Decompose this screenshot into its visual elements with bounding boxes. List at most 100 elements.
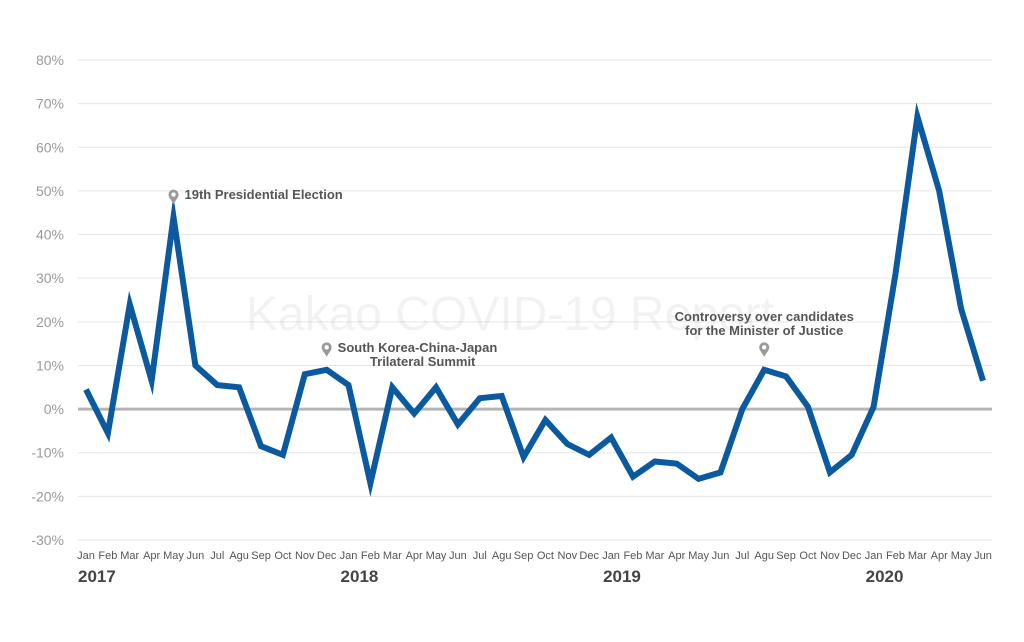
- y-tick-label: 30%: [36, 270, 64, 286]
- data-point: [84, 387, 88, 391]
- data-point: [784, 374, 788, 378]
- data-point: [281, 453, 285, 457]
- data-point: [609, 435, 613, 439]
- x-tick-label: Nov: [558, 550, 578, 562]
- x-tick-label: Dec: [317, 550, 337, 562]
- x-tick-label: Oct: [537, 550, 554, 562]
- x-tick-label: Jun: [974, 550, 992, 562]
- x-tick-label: May: [163, 550, 184, 562]
- year-label: 2018: [341, 567, 379, 586]
- map-pin-icon: [321, 342, 332, 357]
- y-tick-label: 10%: [36, 357, 64, 373]
- y-tick-label: -10%: [31, 445, 64, 461]
- x-tick-label: Mar: [908, 550, 927, 562]
- data-point: [653, 459, 657, 463]
- data-point: [215, 383, 219, 387]
- data-point: [893, 272, 897, 276]
- data-point: [172, 215, 176, 219]
- x-tick-label: Jan: [865, 550, 883, 562]
- data-point: [762, 368, 766, 372]
- data-point: [872, 405, 876, 409]
- series-line: [83, 102, 986, 497]
- x-tick-label: Jan: [340, 550, 358, 562]
- y-tick-label: 70%: [36, 96, 64, 112]
- x-tick-label: Sep: [514, 550, 534, 562]
- data-point: [937, 189, 941, 193]
- x-tick-label: Feb: [623, 550, 642, 562]
- data-point: [587, 453, 591, 457]
- x-tick-label: Jan: [77, 550, 95, 562]
- data-point: [478, 396, 482, 400]
- data-point: [368, 481, 372, 485]
- data-point: [237, 385, 241, 389]
- data-point: [981, 379, 985, 383]
- x-tick-label: Mar: [120, 550, 139, 562]
- y-tick-label: 60%: [36, 139, 64, 155]
- data-point: [193, 363, 197, 367]
- x-tick-label: Jun: [449, 550, 467, 562]
- year-label: 2020: [866, 567, 904, 586]
- year-label: 2019: [603, 567, 641, 586]
- x-tick-label: Agu: [229, 550, 249, 562]
- x-tick-label: Sep: [251, 550, 271, 562]
- x-tick-label: Mar: [383, 550, 402, 562]
- data-point: [259, 444, 263, 448]
- annotation-label: Trilateral Summit: [370, 354, 476, 369]
- x-tick-label: May: [426, 550, 447, 562]
- data-point: [828, 470, 832, 474]
- x-tick-label: Oct: [274, 550, 291, 562]
- y-tick-label: 40%: [36, 227, 64, 243]
- data-point: [325, 368, 329, 372]
- data-point: [915, 115, 919, 119]
- x-tick-label: Mar: [645, 550, 664, 562]
- x-tick-label: Dec: [842, 550, 862, 562]
- x-tick-label: Feb: [98, 550, 117, 562]
- data-point: [718, 470, 722, 474]
- annotation-label: Controversy over candidates: [675, 309, 854, 324]
- annotation-label: 19th Presidential Election: [185, 187, 343, 202]
- x-tick-label: Jul: [473, 550, 487, 562]
- y-tick-label: 0%: [44, 401, 64, 417]
- x-tick-label: Apr: [668, 550, 685, 562]
- data-point: [565, 442, 569, 446]
- x-tick-label: Nov: [295, 550, 315, 562]
- x-tick-label: Apr: [931, 550, 948, 562]
- y-tick-label: -20%: [31, 488, 64, 504]
- map-pin-icon: [168, 189, 179, 205]
- x-tick-label: Jan: [602, 550, 620, 562]
- x-tick-label: May: [951, 550, 972, 562]
- x-tick-label: Nov: [820, 550, 840, 562]
- data-point: [850, 453, 854, 457]
- data-point: [522, 455, 526, 459]
- x-tick-label: Jun: [712, 550, 730, 562]
- data-point: [303, 372, 307, 376]
- data-point: [347, 383, 351, 387]
- data-point: [806, 405, 810, 409]
- x-tick-label: Jul: [210, 550, 224, 562]
- data-point: [434, 385, 438, 389]
- x-tick-label: Oct: [799, 550, 816, 562]
- data-point: [740, 407, 744, 411]
- x-tick-label: Agu: [492, 550, 512, 562]
- watermark: Kakao COVID-19 Report: [246, 288, 774, 341]
- x-tick-label: May: [688, 550, 709, 562]
- data-point: [697, 477, 701, 481]
- x-tick-label: Apr: [143, 550, 160, 562]
- annotation-label: for the Minister of Justice: [685, 323, 843, 338]
- annotation-label: South Korea-China-Japan: [338, 340, 498, 355]
- x-tick-label: Apr: [406, 550, 423, 562]
- x-tick-label: Sep: [776, 550, 796, 562]
- data-point: [390, 385, 394, 389]
- data-point: [959, 307, 963, 311]
- y-tick-label: 50%: [36, 183, 64, 199]
- x-tick-label: Jul: [735, 550, 749, 562]
- x-tick-label: Jun: [187, 550, 205, 562]
- data-point: [675, 462, 679, 466]
- x-tick-label: Feb: [886, 550, 905, 562]
- x-tick-label: Feb: [361, 550, 380, 562]
- data-point: [543, 418, 547, 422]
- y-tick-label: 80%: [36, 52, 64, 68]
- data-point: [412, 411, 416, 415]
- map-pin-icon: [759, 342, 770, 357]
